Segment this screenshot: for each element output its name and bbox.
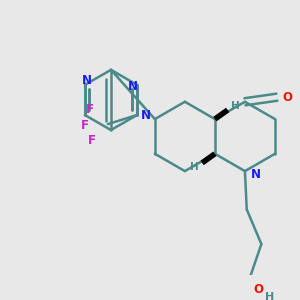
Text: H: H — [190, 163, 198, 172]
Text: F: F — [85, 103, 94, 116]
Text: N: N — [128, 80, 137, 93]
Text: N: N — [82, 74, 92, 87]
Text: N: N — [251, 168, 261, 181]
Text: F: F — [81, 119, 89, 132]
Text: F: F — [88, 134, 96, 147]
Text: O: O — [254, 283, 264, 296]
Text: O: O — [283, 91, 293, 104]
Text: N: N — [141, 109, 151, 122]
Text: H: H — [265, 292, 274, 300]
Text: H: H — [231, 101, 239, 111]
